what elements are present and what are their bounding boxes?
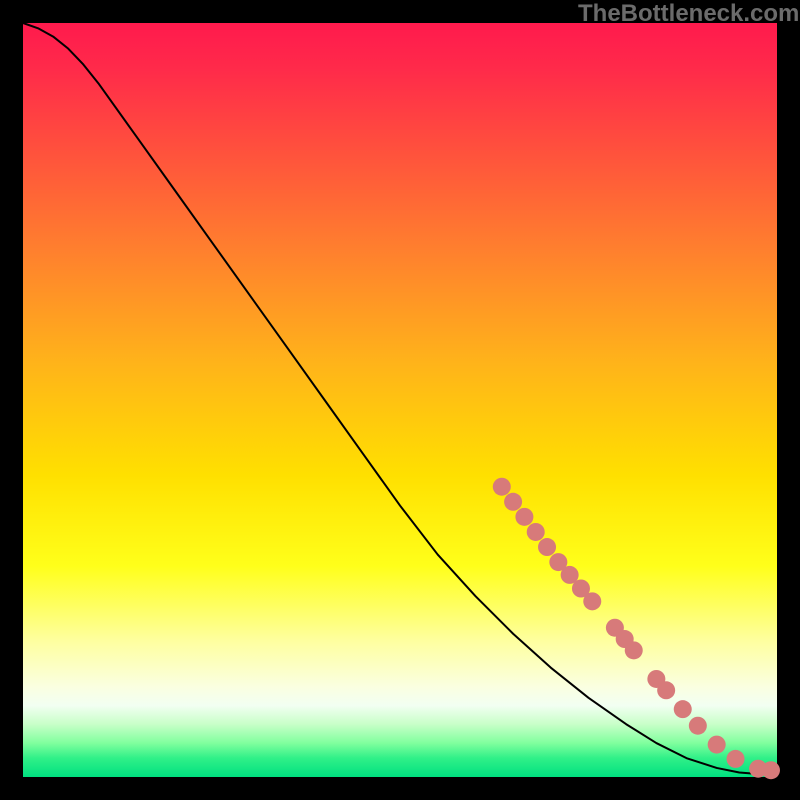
marker-group (493, 478, 780, 780)
marker-point (527, 523, 545, 541)
chart-overlay-svg (0, 0, 800, 800)
marker-point (583, 592, 601, 610)
marker-point (708, 736, 726, 754)
marker-point (674, 700, 692, 718)
marker-point (515, 508, 533, 526)
stage: TheBottleneck.com (0, 0, 800, 800)
marker-point (625, 641, 643, 659)
curve-line (23, 23, 777, 774)
watermark-text: TheBottleneck.com (578, 0, 799, 28)
marker-point (493, 478, 511, 496)
marker-point (689, 717, 707, 735)
marker-point (538, 538, 556, 556)
marker-point (657, 681, 675, 699)
marker-point (727, 750, 745, 768)
marker-point (762, 761, 780, 779)
marker-point (504, 493, 522, 511)
